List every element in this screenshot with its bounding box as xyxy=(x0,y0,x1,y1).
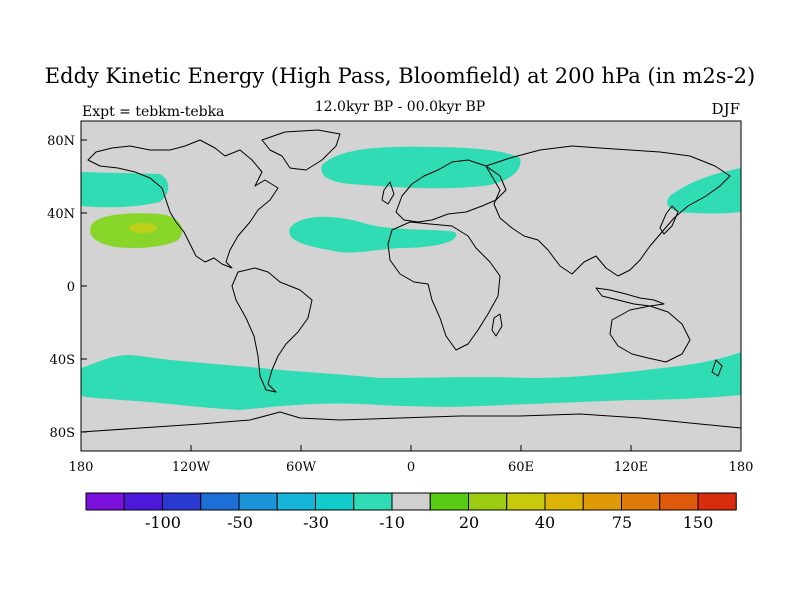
coast-australia xyxy=(609,305,691,363)
coast-north-america xyxy=(87,139,279,269)
coast-japan xyxy=(659,205,679,235)
y-tick-label: 0 xyxy=(67,280,75,295)
coast-asia xyxy=(485,145,731,277)
y-tick-label: 40S xyxy=(50,353,75,368)
positive-anomaly xyxy=(90,213,183,248)
colorbar-box xyxy=(582,492,622,511)
colorbar-label: -30 xyxy=(303,513,329,532)
colorbar-box xyxy=(315,492,355,511)
colorbar-label: 150 xyxy=(683,513,714,532)
colorbar-box xyxy=(621,492,661,511)
y-tick-label: 40N xyxy=(47,207,75,222)
north-atlantic-band xyxy=(321,146,521,189)
x-tick-label: 180 xyxy=(729,460,754,475)
colorbar-box xyxy=(85,492,125,511)
colorbar-box xyxy=(276,492,316,511)
colorbar-box xyxy=(123,492,163,511)
y-tick-label: 80S xyxy=(50,426,75,441)
x-tick-label: 0 xyxy=(407,460,415,475)
x-tick-label: 60E xyxy=(508,460,534,475)
coast-south-america xyxy=(231,267,313,393)
x-tick-label: 180 xyxy=(69,460,94,475)
coast-europe xyxy=(395,159,507,223)
colorbar-box xyxy=(659,492,699,511)
coast-antarctica xyxy=(80,411,742,433)
map-subtitle: 12.0kyr BP - 00.0kyr BP xyxy=(314,99,486,115)
colorbar-box xyxy=(697,492,737,511)
colorbar-labels: -100 -50 -30 -10 20 40 75 150 xyxy=(145,513,713,532)
coast-madagascar xyxy=(491,313,503,337)
colorbar-box xyxy=(429,492,469,511)
colorbar-box xyxy=(238,492,278,511)
coast-greenland xyxy=(261,129,341,171)
colorbar-box xyxy=(468,492,508,511)
colorbar-label: 20 xyxy=(459,513,479,532)
mid-atlantic-band xyxy=(289,216,457,253)
colorbar-box xyxy=(391,492,431,511)
x-axis-labels: 180 120W 60W 0 60E 120E 180 xyxy=(69,460,754,475)
map-plot: 180 120W 60W 0 60E 120E 180 80N 40N 0 40… xyxy=(47,120,754,475)
colorbar: -100 -50 -30 -10 20 40 75 150 xyxy=(85,492,737,532)
colorbar-label: -100 xyxy=(145,513,181,532)
y-tick-label: 80N xyxy=(47,134,75,149)
x-tick-label: 120E xyxy=(614,460,648,475)
y-axis-labels: 80N 40N 0 40S 80S xyxy=(47,134,75,441)
coast-indonesia xyxy=(595,287,665,307)
coastlines xyxy=(80,129,742,433)
x-tick-label: 60W xyxy=(286,460,317,475)
colorbar-box xyxy=(506,492,546,511)
experiment-label: Expt = tebkm-tebka xyxy=(82,104,225,120)
map-title: Eddy Kinetic Energy (High Pass, Bloomfie… xyxy=(44,64,756,88)
colorbar-boxes xyxy=(85,492,737,511)
colorbar-box xyxy=(353,492,393,511)
southern-ocean-band xyxy=(81,352,741,410)
contour-fills xyxy=(81,146,741,410)
north-pacific-east-band xyxy=(667,168,741,214)
colorbar-label: -50 xyxy=(227,513,253,532)
coast-uk xyxy=(381,181,395,205)
x-tick-label: 120W xyxy=(172,460,211,475)
colorbar-box xyxy=(200,492,240,511)
colorbar-label: 40 xyxy=(535,513,555,532)
positive-strong-region xyxy=(129,223,157,233)
coast-new-zealand xyxy=(711,359,723,377)
colorbar-label: -10 xyxy=(379,513,405,532)
axis-ticks xyxy=(80,139,742,451)
north-pacific-west-band xyxy=(81,172,169,208)
colorbar-box xyxy=(544,492,584,511)
colorbar-label: 75 xyxy=(612,513,632,532)
coast-africa xyxy=(387,221,501,351)
season-label: DJF xyxy=(711,100,740,118)
colorbar-box xyxy=(162,492,202,511)
